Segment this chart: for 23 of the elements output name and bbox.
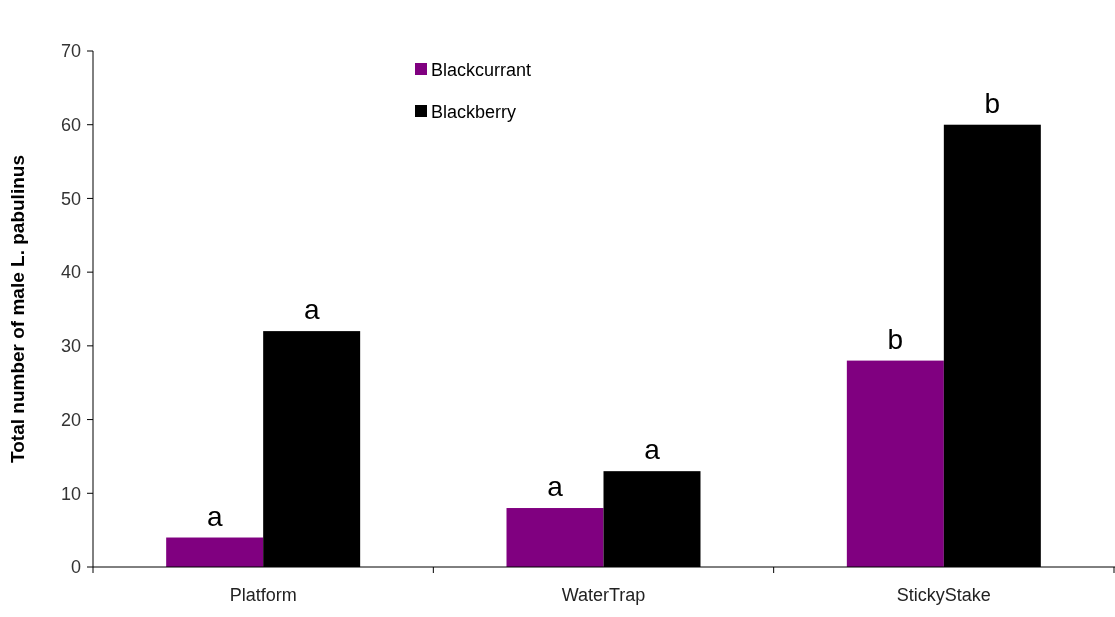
x-tick-label: WaterTrap bbox=[561, 585, 646, 605]
bar bbox=[846, 360, 944, 567]
legend-label: Blackcurrant bbox=[431, 60, 532, 81]
y-tick-label: 10 bbox=[60, 483, 81, 504]
annotation: a bbox=[206, 500, 223, 532]
y-tick-label: 60 bbox=[60, 115, 81, 136]
y-axis-title: Total number of male L. pabulinus bbox=[7, 155, 28, 463]
annotation: a bbox=[644, 434, 661, 466]
annotation: a bbox=[547, 471, 564, 503]
annotation: b bbox=[984, 87, 1001, 119]
y-tick-label: 30 bbox=[60, 336, 81, 357]
bar bbox=[166, 537, 264, 567]
annotation: a bbox=[303, 294, 320, 326]
x-tick-label: Platform bbox=[229, 585, 297, 605]
x-tick-label: StickyStake bbox=[896, 585, 991, 605]
legend-label: Blackberry bbox=[431, 102, 517, 123]
y-tick-label: 70 bbox=[60, 41, 81, 62]
y-tick-label: 50 bbox=[60, 188, 81, 209]
y-tick-label: 40 bbox=[60, 262, 81, 283]
bar bbox=[506, 508, 604, 567]
y-tick-label: 20 bbox=[60, 409, 81, 430]
y-tick-label: 0 bbox=[70, 557, 81, 578]
annotation: b bbox=[887, 323, 904, 355]
